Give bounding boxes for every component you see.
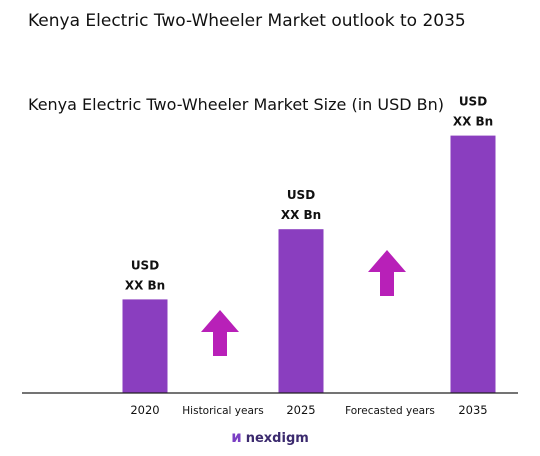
period-label-1: Forecasted years [345, 405, 435, 417]
period-label-0: Historical years [182, 405, 263, 417]
brand-logo: ᴎ nexdigm [0, 428, 540, 446]
chart-title: Kenya Electric Two-Wheeler Market outloo… [28, 11, 466, 31]
data-label-2020-0: USD [131, 258, 159, 272]
growth-arrow-icon-historical [201, 310, 239, 356]
x-tick-2035: 2035 [458, 403, 487, 417]
bar-2025 [278, 229, 324, 393]
data-label-2025-1: XX Bn [281, 208, 321, 222]
data-label-2020-1: XX Bn [125, 278, 165, 292]
growth-arrow-icon-forecast [368, 250, 406, 296]
x-tick-2020: 2020 [130, 403, 159, 417]
data-label-2025-0: USD [287, 188, 315, 202]
brand-name: nexdigm [245, 431, 309, 446]
bar-2020 [122, 299, 168, 393]
data-label-2035-1: XX Bn [453, 115, 493, 129]
x-tick-2025: 2025 [286, 403, 315, 417]
data-label-2035-0: USD [459, 95, 487, 109]
n-wave-icon: ᴎ [231, 428, 242, 446]
bar-2035 [450, 135, 496, 393]
chart-subtitle: Kenya Electric Two-Wheeler Market Size (… [28, 95, 444, 114]
